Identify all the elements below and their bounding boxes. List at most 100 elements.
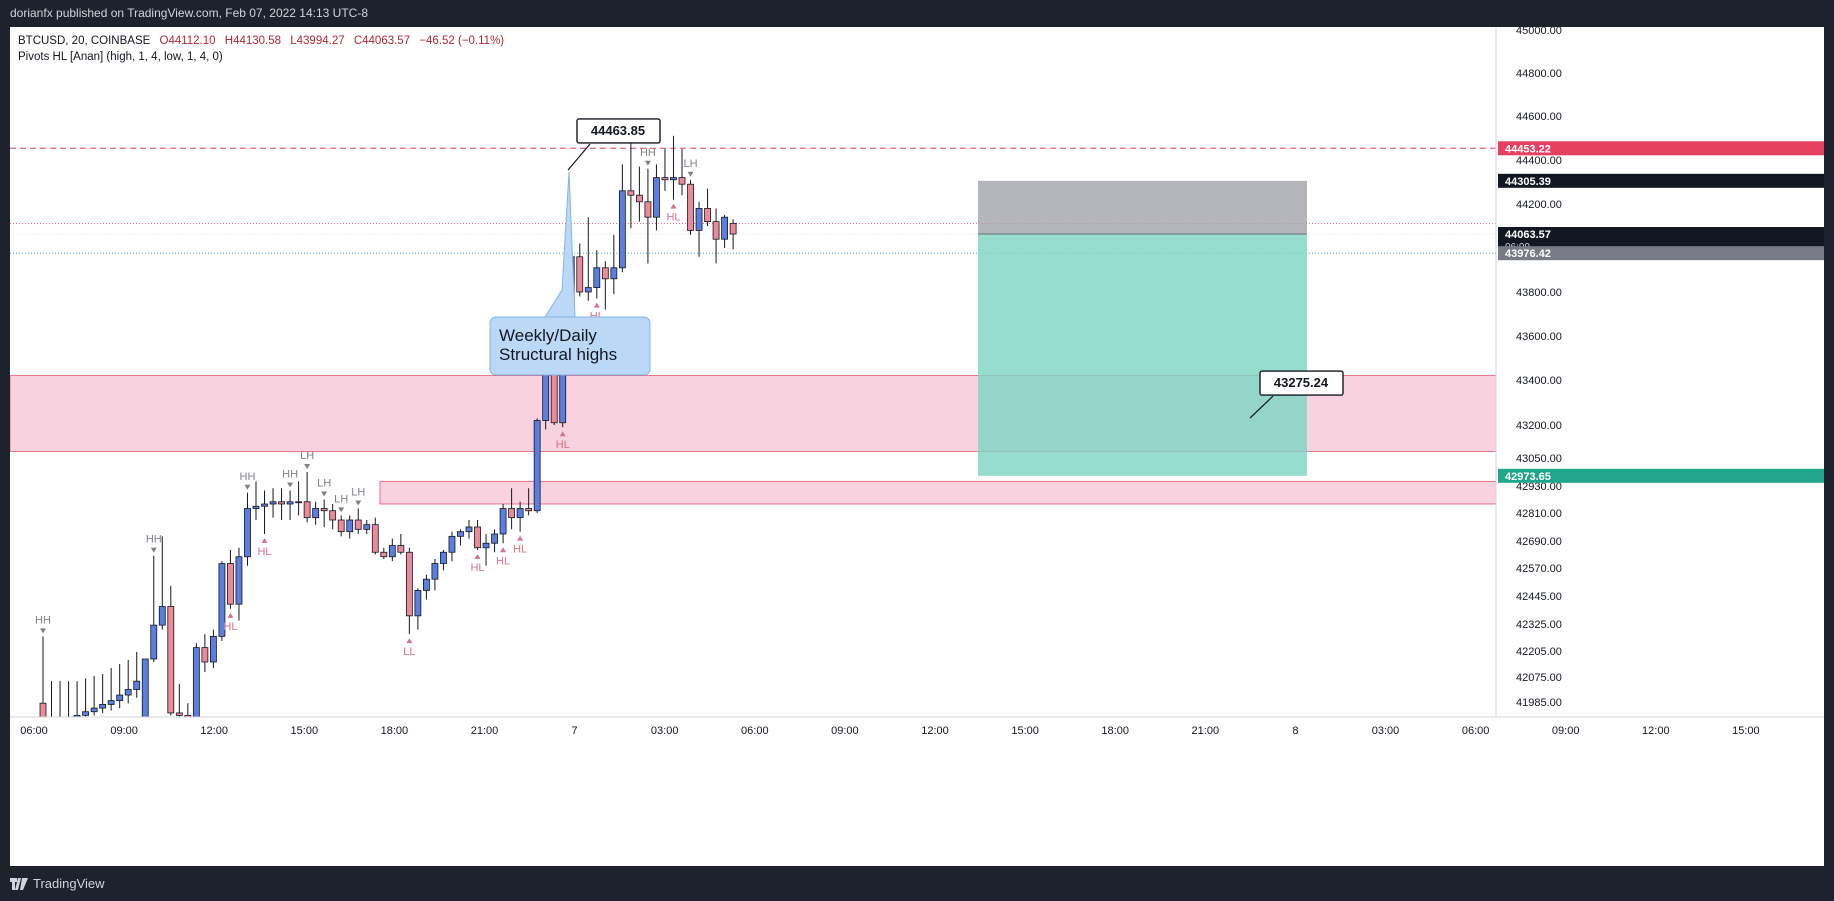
candle-body xyxy=(576,256,584,293)
candle xyxy=(491,529,498,553)
candle xyxy=(371,517,379,555)
candle xyxy=(73,681,81,718)
candle xyxy=(141,658,149,718)
candlestick-chart[interactable]: HHHHHLHHHLHHLHLHLHLHLLHLHLHLHLHLHHHLLH W… xyxy=(10,27,1824,866)
price-label-tag xyxy=(1498,246,1824,261)
candle xyxy=(584,217,592,301)
time-tick-label: 12:00 xyxy=(200,725,228,737)
candle-body xyxy=(653,177,660,218)
candle xyxy=(405,547,413,635)
candle xyxy=(354,508,362,534)
candle xyxy=(627,131,635,229)
price-label-tag xyxy=(1498,173,1824,188)
candle-body xyxy=(90,707,98,713)
price-label-text: 44453.22 xyxy=(1505,143,1551,155)
publish-info: dorianfx published on TradingView.com, F… xyxy=(10,6,368,20)
legend-close: C44063.57 xyxy=(353,35,411,47)
candle-body xyxy=(695,207,703,231)
candle xyxy=(278,488,285,520)
candle xyxy=(712,208,720,264)
candle xyxy=(363,520,371,534)
candle-body xyxy=(124,689,132,696)
pivot-high-marker xyxy=(321,491,328,497)
time-tick-label: 06:00 xyxy=(1462,725,1490,737)
candle xyxy=(261,490,268,534)
pivot-label: LH xyxy=(351,487,365,499)
candle xyxy=(593,250,601,299)
candle-body xyxy=(175,712,183,716)
time-tick-label: 09:00 xyxy=(1552,725,1580,737)
candle xyxy=(244,492,251,566)
time-tick-label: 09:00 xyxy=(831,725,859,737)
price-label-tag xyxy=(1498,141,1824,156)
time-tick-label: 18:00 xyxy=(1101,725,1129,737)
time-tick-label: 12:00 xyxy=(1642,725,1670,737)
price-tick-label: 42810.00 xyxy=(1516,508,1562,520)
candle xyxy=(687,179,694,235)
price-tick-label: 42570.00 xyxy=(1516,563,1562,575)
price-tick-label: 43400.00 xyxy=(1516,375,1562,387)
pivot-high-marker xyxy=(687,171,694,177)
candle xyxy=(167,585,175,716)
candle-body xyxy=(474,526,481,549)
pivot-low-marker xyxy=(593,302,600,308)
chart-legend: BTCUSD, 20, COINBASE O44112.10 H44130.58… xyxy=(18,33,504,65)
price-label-tag xyxy=(1498,468,1824,483)
time-tick-label: 15:00 xyxy=(291,725,319,737)
tradingview-logo[interactable]: TradingView xyxy=(10,876,105,891)
candle xyxy=(184,703,192,718)
candle xyxy=(576,243,584,297)
candles-layer xyxy=(39,131,737,723)
candle xyxy=(729,219,737,250)
candle xyxy=(346,515,354,539)
tradingview-logo-icon xyxy=(10,877,28,890)
pivot-low-marker xyxy=(559,431,566,437)
position-layer xyxy=(978,180,1307,476)
pivot-high-marker xyxy=(355,500,362,506)
annotation-box xyxy=(489,316,651,376)
legend-symbol-row: BTCUSD, 20, COINBASE O44112.10 H44130.58… xyxy=(18,33,504,49)
candle-body xyxy=(491,533,498,544)
publish-header: dorianfx published on TradingView.com, F… xyxy=(0,0,1834,27)
take-profit-area xyxy=(978,234,1307,476)
price-tick-label: 42205.00 xyxy=(1516,646,1562,658)
time-tick-label: 09:00 xyxy=(110,725,138,737)
candle xyxy=(721,215,728,248)
candle xyxy=(661,149,669,191)
candle-body xyxy=(533,420,541,512)
time-tick-label: 8 xyxy=(1292,725,1298,737)
pivot-label: HL xyxy=(556,439,570,451)
candle-body xyxy=(295,501,303,504)
pivot-high-marker xyxy=(40,628,46,634)
candle-body xyxy=(465,526,473,533)
candle-body xyxy=(448,535,456,553)
candle xyxy=(107,668,115,711)
chart-pane[interactable]: HHHHHLHHHLHHLHLHLHLHLLHLHLHLHLHLHHHLLH W… xyxy=(10,27,1824,866)
pivot-label: LH xyxy=(683,158,697,170)
candle xyxy=(65,681,72,720)
pivot-high-marker xyxy=(644,160,651,166)
candle xyxy=(252,481,260,520)
pivot-label: HL xyxy=(470,562,484,574)
candle xyxy=(133,652,141,698)
candle-body xyxy=(150,624,158,660)
candle xyxy=(303,472,311,523)
time-tick-label: 21:00 xyxy=(471,725,499,737)
candle xyxy=(704,188,711,226)
candle-body xyxy=(320,508,328,512)
pivot-high-marker xyxy=(244,484,251,490)
candle xyxy=(670,135,677,200)
price-label-text: 44305.39 xyxy=(1505,176,1551,188)
candle xyxy=(235,547,243,621)
pivot-label: HH xyxy=(640,147,656,159)
candle xyxy=(269,488,277,518)
candle-body xyxy=(482,542,490,549)
candle-body xyxy=(371,524,379,553)
candle-body xyxy=(397,545,405,553)
candle xyxy=(320,499,328,527)
candle-body xyxy=(593,267,601,289)
candle-body xyxy=(192,647,200,718)
legend-indicator[interactable]: Pivots HL [Anan] (high, 1, 4, low, 1, 4,… xyxy=(18,51,223,63)
legend-open: O44112.10 xyxy=(159,35,216,47)
